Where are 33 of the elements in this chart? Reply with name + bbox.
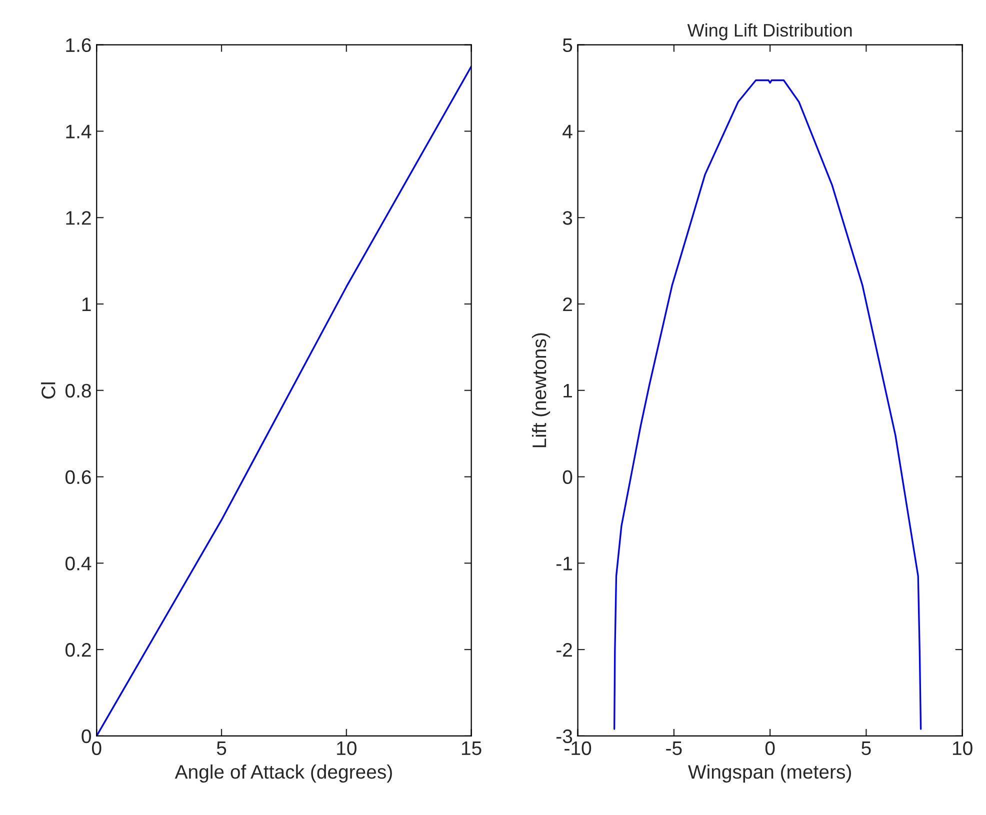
y-tick-label: 0.2 [66,643,91,657]
x-axis-title: Angle of Attack (degrees) [174,764,392,783]
y-tick-label: 1 [82,298,91,312]
x-tick-label: 10 [337,741,356,756]
y-tick-label: 1.2 [66,211,91,225]
y-axis-title: Lift (newtons) [532,333,550,448]
y-tick-label: 5 [562,38,572,52]
y-tick-label: 0 [562,470,572,484]
x-tick-label: -10 [564,741,592,756]
y-tick-label: -1 [556,556,572,570]
x-tick-label: 10 [953,741,972,756]
y-tick-label: -2 [556,643,572,657]
x-axis-title: Wingspan (meters) [688,764,851,783]
y-tick-label: 0.4 [66,556,92,570]
y-tick-label: 0 [82,729,92,744]
y-tick-label: 3 [562,211,572,225]
x-tick-label: 15 [462,742,482,756]
line-series [613,79,922,730]
x-tick-label: 5 [216,742,226,756]
y-tick-label: 0.8 [66,384,91,398]
y-tick-label: 1.4 [66,124,92,138]
y-tick-label: 0.6 [66,470,91,484]
x-tick-label: -5 [666,742,682,756]
x-tick-label: 5 [862,742,871,756]
chart-title: Wing Lift Distribution [687,23,852,40]
x-tick-label: 0 [92,741,102,756]
y-tick-label: 1 [564,384,572,398]
x-tick-label: 0 [765,741,775,756]
y-tick-label: 4 [562,124,572,138]
y-axis-title: Cl [41,382,56,399]
y-tick-label: 1.6 [66,38,91,52]
y-tick-label: 2 [563,297,572,312]
y-tick-label: -3 [556,729,572,744]
